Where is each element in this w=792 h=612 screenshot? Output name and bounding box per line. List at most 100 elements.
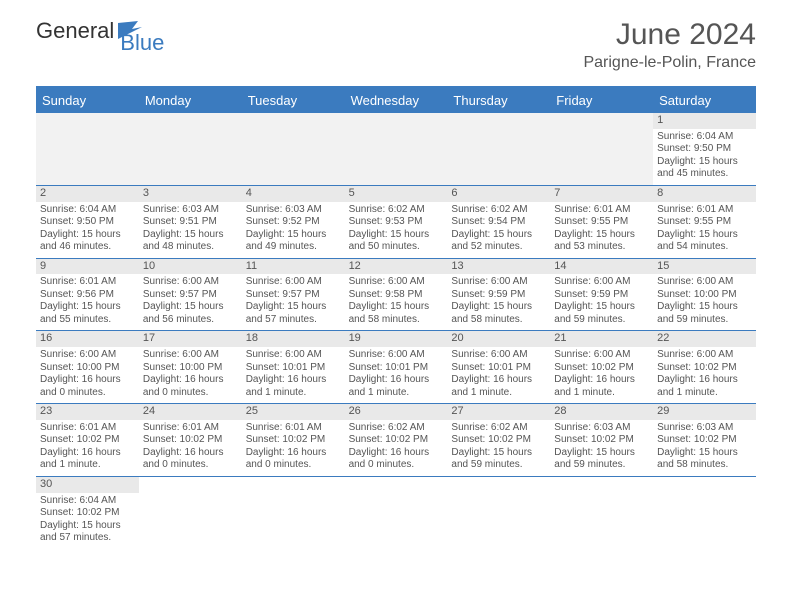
calendar-header-row: Sunday Monday Tuesday Wednesday Thursday… bbox=[36, 88, 756, 113]
cell-daylight2: and 59 minutes. bbox=[554, 314, 649, 327]
cell-sunset: Sunset: 10:02 PM bbox=[40, 434, 135, 447]
day-header-mon: Monday bbox=[139, 88, 242, 113]
cell-sunrise: Sunrise: 6:03 AM bbox=[554, 422, 649, 435]
cell-daylight2: and 59 minutes. bbox=[451, 459, 546, 472]
calendar-cell: 14Sunrise: 6:00 AMSunset: 9:59 PMDayligh… bbox=[550, 259, 653, 331]
cell-daylight1: Daylight: 16 hours bbox=[657, 374, 752, 387]
day-number: 28 bbox=[550, 404, 653, 420]
cell-sunrise: Sunrise: 6:01 AM bbox=[246, 422, 341, 435]
logo: General Blue bbox=[36, 18, 188, 44]
cell-daylight1: Daylight: 15 hours bbox=[554, 229, 649, 242]
calendar-week: 1 Sunrise: 6:04 AMSunset: 9:50 PMDaylight… bbox=[36, 113, 756, 186]
day-header-thu: Thursday bbox=[447, 88, 550, 113]
cell-sunrise: Sunrise: 6:00 AM bbox=[554, 349, 649, 362]
cell-daylight2: and 54 minutes. bbox=[657, 241, 752, 254]
day-header-wed: Wednesday bbox=[345, 88, 448, 113]
day-number: 13 bbox=[447, 259, 550, 275]
cell-daylight2: and 1 minute. bbox=[554, 387, 649, 400]
calendar-week: 30Sunrise: 6:04 AMSunset: 10:02 PMDaylig… bbox=[36, 477, 756, 549]
calendar-week: 16Sunrise: 6:00 AMSunset: 10:00 PMDaylig… bbox=[36, 331, 756, 404]
calendar-cell-empty bbox=[36, 113, 139, 185]
cell-sunrise: Sunrise: 6:01 AM bbox=[143, 422, 238, 435]
cell-daylight2: and 58 minutes. bbox=[657, 459, 752, 472]
cell-daylight2: and 57 minutes. bbox=[246, 314, 341, 327]
calendar-cell: 11Sunrise: 6:00 AMSunset: 9:57 PMDayligh… bbox=[242, 259, 345, 331]
cell-daylight2: and 58 minutes. bbox=[349, 314, 444, 327]
cell-sunset: Sunset: 9:50 PM bbox=[40, 216, 135, 229]
cell-daylight1: Daylight: 16 hours bbox=[349, 447, 444, 460]
calendar-cell: 22Sunrise: 6:00 AMSunset: 10:02 PMDaylig… bbox=[653, 331, 756, 403]
cell-daylight2: and 0 minutes. bbox=[349, 459, 444, 472]
day-number: 29 bbox=[653, 404, 756, 420]
cell-sunset: Sunset: 9:55 PM bbox=[657, 216, 752, 229]
cell-daylight2: and 46 minutes. bbox=[40, 241, 135, 254]
calendar-cell: 25Sunrise: 6:01 AMSunset: 10:02 PMDaylig… bbox=[242, 404, 345, 476]
calendar-week: 23 Sunrise: 6:01 AM Sunset: 10:02 PM Daylig… bbox=[36, 404, 756, 477]
day-number: 8 bbox=[653, 186, 756, 202]
cell-sunset: Sunset: 9:51 PM bbox=[143, 216, 238, 229]
cell-sunset: Sunset: 10:00 PM bbox=[143, 362, 238, 375]
day-number: 19 bbox=[345, 331, 448, 347]
calendar-cell: 29Sunrise: 6:03 AMSunset: 10:02 PMDaylig… bbox=[653, 404, 756, 476]
calendar-cell: 5Sunrise: 6:02 AMSunset: 9:53 PMDaylight… bbox=[345, 186, 448, 258]
day-number: 21 bbox=[550, 331, 653, 347]
calendar-cell: 6Sunrise: 6:02 AMSunset: 9:54 PMDaylight… bbox=[447, 186, 550, 258]
day-header-sat: Saturday bbox=[653, 88, 756, 113]
day-number: 30 bbox=[36, 477, 139, 493]
calendar-cell-empty bbox=[550, 477, 653, 549]
cell-sunrise: Sunrise: 6:00 AM bbox=[451, 276, 546, 289]
calendar-cell: 10Sunrise: 6:00 AMSunset: 9:57 PMDayligh… bbox=[139, 259, 242, 331]
calendar-cell: 20Sunrise: 6:00 AMSunset: 10:01 PMDaylig… bbox=[447, 331, 550, 403]
day-number: 23 bbox=[36, 404, 139, 420]
cell-sunrise: Sunrise: 6:01 AM bbox=[40, 276, 135, 289]
cell-daylight1: Daylight: 16 hours bbox=[143, 447, 238, 460]
calendar-cell-empty bbox=[447, 113, 550, 185]
cell-sunset: Sunset: 10:02 PM bbox=[554, 362, 649, 375]
calendar-cell: 18Sunrise: 6:00 AMSunset: 10:01 PMDaylig… bbox=[242, 331, 345, 403]
cell-sunset: Sunset: 10:01 PM bbox=[451, 362, 546, 375]
calendar-cell: 21 Sunrise: 6:00 AMSunset: 10:02 PMDaylig… bbox=[550, 331, 653, 403]
calendar-cell: 8Sunrise: 6:01 AMSunset: 9:55 PMDaylight… bbox=[653, 186, 756, 258]
cell-sunrise: Sunrise: 6:04 AM bbox=[40, 495, 135, 508]
calendar: Sunday Monday Tuesday Wednesday Thursday… bbox=[36, 86, 756, 549]
cell-daylight1: Daylight: 15 hours bbox=[657, 156, 752, 169]
calendar-cell: 16Sunrise: 6:00 AMSunset: 10:00 PMDaylig… bbox=[36, 331, 139, 403]
day-number: 24 bbox=[139, 404, 242, 420]
cell-sunset: Sunset: 10:00 PM bbox=[40, 362, 135, 375]
calendar-cell: 1 Sunrise: 6:04 AMSunset: 9:50 PMDaylight… bbox=[653, 113, 756, 185]
cell-sunrise: Sunrise: 6:03 AM bbox=[143, 204, 238, 217]
calendar-cell: 30Sunrise: 6:04 AMSunset: 10:02 PMDaylig… bbox=[36, 477, 139, 549]
cell-sunset: Sunset: 10:01 PM bbox=[349, 362, 444, 375]
cell-daylight2: and 55 minutes. bbox=[40, 314, 135, 327]
cell-sunrise: Sunrise: 6:00 AM bbox=[349, 349, 444, 362]
day-number: 27 bbox=[447, 404, 550, 420]
cell-sunrise: Sunrise: 6:00 AM bbox=[143, 349, 238, 362]
cell-daylight1: Daylight: 15 hours bbox=[657, 301, 752, 314]
cell-sunset: Sunset: 9:57 PM bbox=[246, 289, 341, 302]
cell-sunrise: Sunrise: 6:01 AM bbox=[554, 204, 649, 217]
cell-daylight1: Daylight: 16 hours bbox=[554, 374, 649, 387]
day-header-tue: Tuesday bbox=[242, 88, 345, 113]
cell-daylight2: and 50 minutes. bbox=[349, 241, 444, 254]
day-number: 1 bbox=[653, 113, 756, 129]
cell-sunrise: Sunrise: 6:04 AM bbox=[657, 131, 752, 144]
day-number: 18 bbox=[242, 331, 345, 347]
page-subtitle: Parigne-le-Polin, France bbox=[583, 54, 756, 72]
cell-daylight1: Daylight: 15 hours bbox=[349, 229, 444, 242]
calendar-cell: 7Sunrise: 6:01 AMSunset: 9:55 PMDaylight… bbox=[550, 186, 653, 258]
calendar-cell-empty bbox=[242, 113, 345, 185]
cell-daylight1: Daylight: 15 hours bbox=[143, 301, 238, 314]
day-header-sun: Sunday bbox=[36, 88, 139, 113]
calendar-body: 1Sunrise: 6:04 AMSunset: 9:50 PMDaylight… bbox=[36, 113, 756, 549]
cell-daylight1: Daylight: 15 hours bbox=[143, 229, 238, 242]
cell-sunrise: Sunrise: 6:00 AM bbox=[657, 276, 752, 289]
cell-daylight1: Daylight: 15 hours bbox=[451, 229, 546, 242]
cell-daylight2: and 49 minutes. bbox=[246, 241, 341, 254]
cell-daylight2: and 59 minutes. bbox=[554, 459, 649, 472]
cell-daylight1: Daylight: 16 hours bbox=[143, 374, 238, 387]
cell-daylight2: and 0 minutes. bbox=[40, 387, 135, 400]
cell-sunset: Sunset: 9:50 PM bbox=[657, 143, 752, 156]
cell-daylight2: and 0 minutes. bbox=[246, 459, 341, 472]
day-number: 10 bbox=[139, 259, 242, 275]
cell-daylight1: Daylight: 15 hours bbox=[554, 301, 649, 314]
